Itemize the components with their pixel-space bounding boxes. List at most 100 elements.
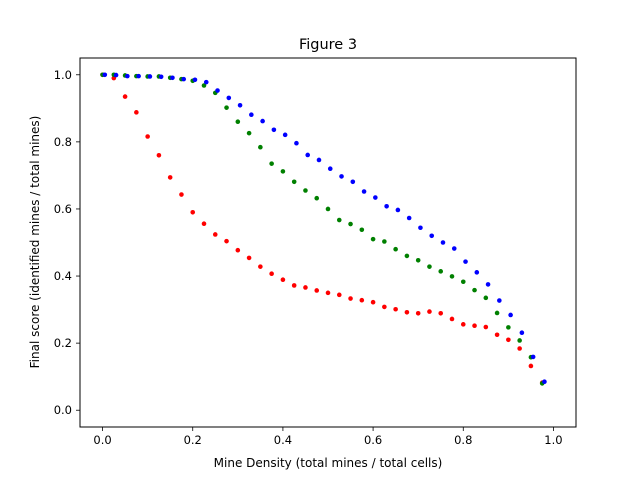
data-point-series-3 xyxy=(192,77,198,83)
data-point-series-2 xyxy=(370,236,376,242)
data-point-series-1 xyxy=(246,255,252,261)
data-point-series-3 xyxy=(429,233,435,239)
data-point-series-3 xyxy=(305,152,311,158)
data-point-series-1 xyxy=(145,134,150,139)
y-tick-label: 0.0 xyxy=(54,403,72,417)
y-tick-label: 0.6 xyxy=(54,202,72,216)
data-point-series-1 xyxy=(427,309,432,314)
data-point-series-3 xyxy=(530,354,536,360)
data-point-series-3 xyxy=(294,140,299,146)
data-point-series-1 xyxy=(235,247,241,253)
data-point-series-1 xyxy=(156,152,162,158)
data-point-series-1 xyxy=(472,323,477,328)
data-point-series-3 xyxy=(271,127,277,133)
data-point-series-3 xyxy=(158,74,164,80)
data-point-series-1 xyxy=(483,324,489,330)
data-point-series-2 xyxy=(291,179,297,185)
data-point-series-2 xyxy=(258,144,263,150)
data-point-series-3 xyxy=(451,246,457,251)
data-point-series-3 xyxy=(316,157,322,163)
data-points xyxy=(100,72,547,386)
data-point-series-3 xyxy=(260,118,265,124)
axis-ticks: 0.0 0.2 0.4 0.6 0.8 1.0 0.0 0.2 0.4 0.6 0.8 1.0 xyxy=(54,68,563,447)
data-point-series-1 xyxy=(179,192,184,197)
data-point-series-2 xyxy=(201,83,207,88)
data-point-series-2 xyxy=(517,338,522,343)
data-point-series-3 xyxy=(542,379,547,385)
data-point-series-2 xyxy=(393,246,398,252)
x-tick-label: 0.0 xyxy=(93,433,111,447)
data-point-series-2 xyxy=(336,217,342,223)
data-point-series-2 xyxy=(280,169,286,174)
data-point-series-2 xyxy=(348,221,353,227)
data-point-series-1 xyxy=(134,110,139,115)
data-point-series-1 xyxy=(348,296,353,301)
data-point-series-3 xyxy=(113,72,119,78)
data-point-series-1 xyxy=(404,309,410,315)
data-point-series-3 xyxy=(215,88,220,93)
data-point-series-3 xyxy=(170,75,175,81)
chart-title: Figure 3 xyxy=(299,37,357,53)
data-point-series-2 xyxy=(235,119,241,125)
data-point-series-1 xyxy=(258,264,263,269)
data-point-series-3 xyxy=(181,76,187,82)
data-point-series-1 xyxy=(528,363,534,369)
data-point-series-1 xyxy=(122,94,128,99)
data-point-series-3 xyxy=(136,73,141,79)
data-point-series-3 xyxy=(327,166,333,171)
data-point-series-3 xyxy=(395,207,401,213)
data-point-series-1 xyxy=(370,299,376,305)
x-tick-label: 0.4 xyxy=(274,433,292,447)
data-point-series-2 xyxy=(460,279,466,285)
y-tick-label: 1.0 xyxy=(54,68,72,82)
data-point-series-1 xyxy=(438,310,444,316)
x-tick-label: 0.8 xyxy=(454,433,472,447)
data-point-series-3 xyxy=(102,72,108,78)
data-point-series-2 xyxy=(438,269,444,274)
data-point-series-3 xyxy=(203,79,209,85)
data-point-series-2 xyxy=(506,325,511,330)
x-tick-label: 0.6 xyxy=(364,433,382,447)
data-point-series-3 xyxy=(418,225,423,231)
data-point-series-2 xyxy=(472,287,477,293)
data-point-series-3 xyxy=(282,132,288,138)
data-point-series-3 xyxy=(440,240,446,245)
data-point-series-2 xyxy=(415,257,421,263)
data-point-series-2 xyxy=(449,274,455,279)
data-point-series-1 xyxy=(201,221,207,227)
data-point-series-2 xyxy=(427,264,432,269)
data-point-series-1 xyxy=(291,283,297,288)
data-point-series-1 xyxy=(415,310,421,316)
data-point-series-1 xyxy=(224,238,229,244)
data-point-series-1 xyxy=(359,297,365,303)
data-point-series-3 xyxy=(519,330,525,336)
data-point-series-3 xyxy=(249,112,254,117)
x-tick-label: 0.2 xyxy=(184,433,202,447)
data-point-series-3 xyxy=(339,174,344,179)
data-point-series-3 xyxy=(361,189,367,194)
data-point-series-3 xyxy=(384,203,389,209)
y-tick-label: 0.8 xyxy=(54,135,72,149)
data-point-series-1 xyxy=(314,288,320,293)
data-point-series-1 xyxy=(190,210,196,215)
data-point-series-2 xyxy=(269,161,274,166)
data-point-series-1 xyxy=(325,290,331,296)
data-point-series-2 xyxy=(483,295,489,301)
data-point-series-2 xyxy=(303,188,308,193)
data-point-series-3 xyxy=(474,270,480,275)
y-tick-label: 0.2 xyxy=(54,336,72,350)
data-point-series-1 xyxy=(280,277,286,283)
y-tick-label: 0.4 xyxy=(54,269,72,283)
data-point-series-2 xyxy=(382,239,387,244)
data-point-series-1 xyxy=(506,337,511,343)
data-point-series-2 xyxy=(404,253,410,259)
data-point-series-1 xyxy=(303,285,308,290)
data-point-series-1 xyxy=(449,316,455,322)
data-point-series-3 xyxy=(125,73,130,79)
data-point-series-2 xyxy=(246,130,252,136)
data-point-series-1 xyxy=(269,271,274,276)
data-point-series-1 xyxy=(517,346,522,351)
data-point-series-3 xyxy=(406,215,412,221)
data-point-series-1 xyxy=(167,175,173,180)
